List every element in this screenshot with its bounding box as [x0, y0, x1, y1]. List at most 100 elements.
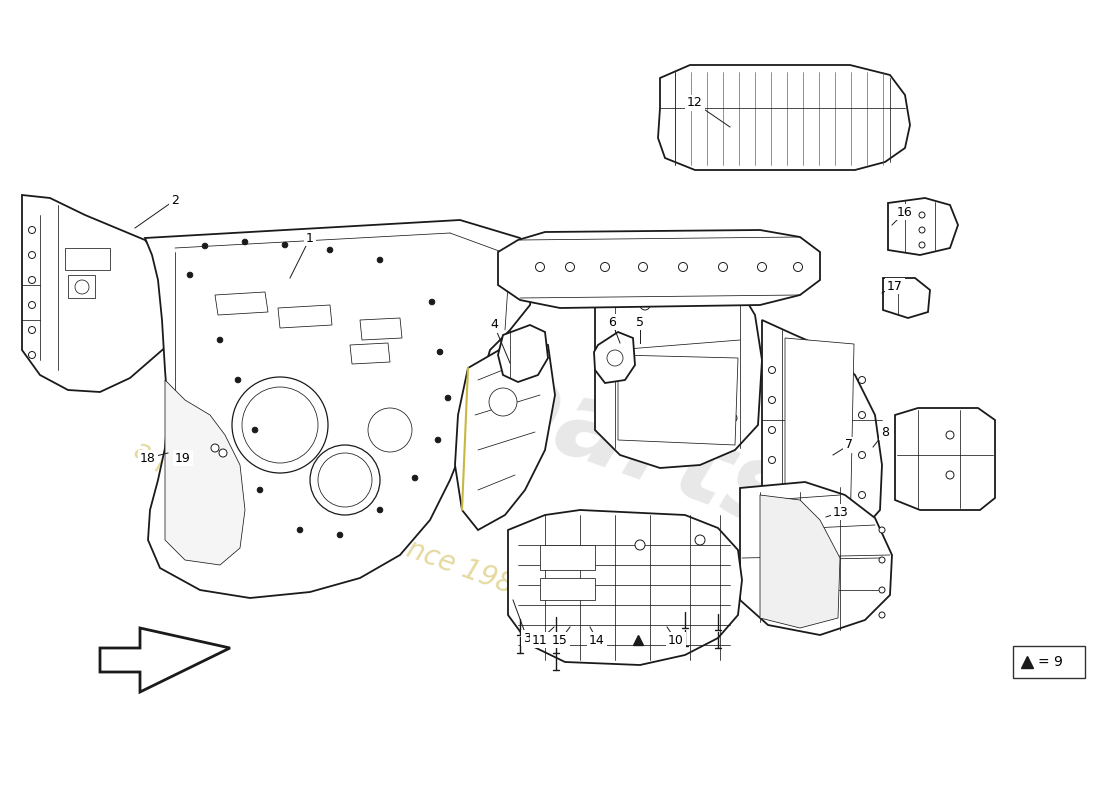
Polygon shape: [785, 338, 854, 538]
Circle shape: [29, 251, 35, 258]
Polygon shape: [658, 65, 910, 170]
Text: 10: 10: [668, 634, 684, 646]
Text: 13: 13: [833, 506, 849, 518]
Polygon shape: [278, 305, 332, 328]
Polygon shape: [100, 628, 230, 692]
Circle shape: [769, 366, 776, 374]
Circle shape: [232, 377, 328, 473]
Text: eurOparts: eurOparts: [190, 242, 806, 553]
Polygon shape: [618, 355, 738, 445]
Polygon shape: [540, 545, 595, 570]
Polygon shape: [760, 495, 840, 628]
Circle shape: [879, 587, 886, 593]
Polygon shape: [145, 220, 535, 598]
Circle shape: [446, 395, 451, 401]
Circle shape: [29, 351, 35, 358]
Circle shape: [638, 262, 648, 271]
Circle shape: [202, 243, 208, 249]
Circle shape: [297, 527, 302, 533]
Circle shape: [607, 350, 623, 366]
Polygon shape: [68, 275, 95, 298]
Circle shape: [242, 387, 318, 463]
Circle shape: [858, 491, 866, 498]
Text: 2: 2: [172, 194, 179, 206]
Polygon shape: [740, 482, 892, 635]
Polygon shape: [540, 578, 595, 600]
Circle shape: [601, 262, 609, 271]
Circle shape: [565, 262, 574, 271]
Polygon shape: [350, 343, 390, 364]
Circle shape: [219, 449, 227, 457]
Polygon shape: [65, 248, 110, 270]
Circle shape: [283, 242, 288, 248]
Text: a passion for parts since 1985: a passion for parts since 1985: [130, 436, 534, 606]
Circle shape: [29, 302, 35, 309]
Circle shape: [715, 295, 725, 305]
Circle shape: [769, 497, 776, 503]
Text: 15: 15: [552, 634, 568, 646]
Circle shape: [656, 411, 664, 419]
Circle shape: [769, 457, 776, 463]
Circle shape: [429, 299, 434, 305]
Circle shape: [318, 453, 372, 507]
Circle shape: [310, 445, 380, 515]
Circle shape: [635, 540, 645, 550]
Polygon shape: [883, 278, 930, 318]
Circle shape: [377, 507, 383, 513]
Text: 3: 3: [524, 631, 531, 645]
Text: 16: 16: [898, 206, 913, 218]
Circle shape: [879, 527, 886, 533]
Circle shape: [640, 300, 650, 310]
Polygon shape: [498, 325, 548, 382]
Polygon shape: [360, 318, 401, 340]
Circle shape: [793, 262, 803, 271]
Text: 11: 11: [532, 634, 548, 646]
Polygon shape: [595, 275, 762, 468]
Circle shape: [946, 471, 954, 479]
Polygon shape: [22, 195, 173, 392]
Text: 17: 17: [887, 279, 903, 293]
Polygon shape: [498, 230, 820, 308]
Circle shape: [377, 258, 383, 262]
Circle shape: [257, 487, 263, 493]
Circle shape: [918, 227, 925, 233]
Text: 18: 18: [140, 451, 156, 465]
Circle shape: [536, 262, 544, 271]
Polygon shape: [762, 320, 882, 545]
Circle shape: [729, 414, 737, 422]
Circle shape: [769, 426, 776, 434]
Circle shape: [242, 239, 248, 245]
Circle shape: [718, 262, 727, 271]
Circle shape: [858, 411, 866, 418]
Circle shape: [879, 557, 886, 563]
Circle shape: [706, 410, 714, 418]
Circle shape: [368, 408, 412, 452]
Circle shape: [338, 532, 343, 538]
Circle shape: [681, 408, 689, 416]
Circle shape: [327, 247, 333, 253]
Circle shape: [858, 451, 866, 458]
Circle shape: [918, 242, 925, 248]
Text: 6: 6: [608, 315, 616, 329]
Circle shape: [879, 612, 886, 618]
Circle shape: [758, 262, 767, 271]
Polygon shape: [888, 198, 958, 255]
Circle shape: [437, 349, 443, 355]
Polygon shape: [895, 408, 996, 510]
Text: 12: 12: [688, 97, 703, 110]
Polygon shape: [455, 338, 556, 530]
Polygon shape: [508, 510, 742, 665]
Circle shape: [631, 416, 639, 424]
Circle shape: [769, 522, 776, 529]
Circle shape: [695, 535, 705, 545]
Circle shape: [29, 226, 35, 234]
Text: 19: 19: [175, 451, 191, 465]
Circle shape: [75, 280, 89, 294]
Circle shape: [436, 437, 441, 443]
Polygon shape: [594, 332, 635, 383]
Text: 7: 7: [845, 438, 853, 451]
Text: 14: 14: [590, 634, 605, 646]
Circle shape: [918, 212, 925, 218]
Circle shape: [679, 262, 688, 271]
Circle shape: [946, 431, 954, 439]
